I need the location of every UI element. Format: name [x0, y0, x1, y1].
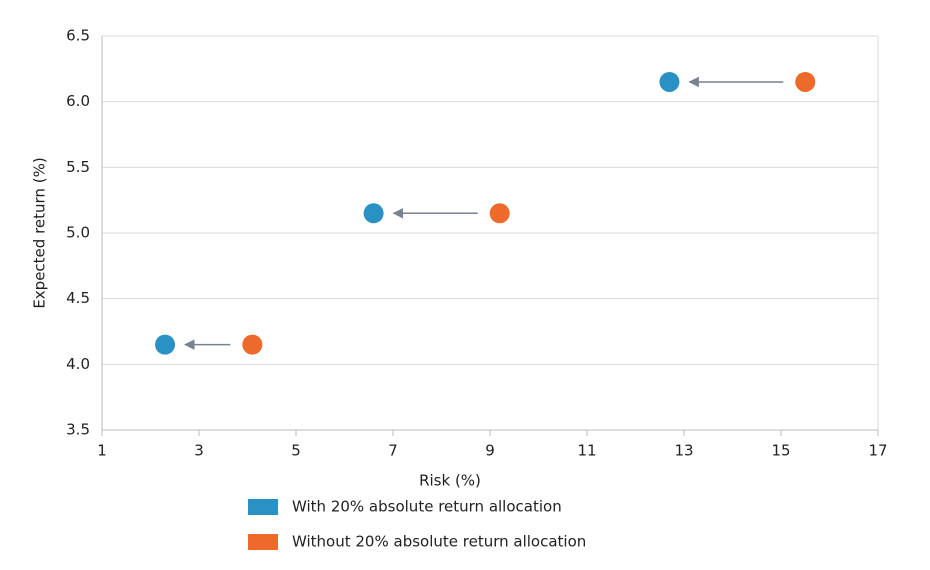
- x-tick-label: 7: [388, 442, 398, 460]
- point: [242, 334, 263, 355]
- y-tick-label: 5.0: [66, 224, 90, 242]
- y-tick-label: 3.5: [66, 421, 90, 439]
- x-tick-label: 15: [771, 442, 790, 460]
- x-tick-label: 17: [868, 442, 887, 460]
- x-tick-label: 5: [291, 442, 301, 460]
- point: [363, 203, 384, 224]
- y-tick-label: 6.0: [66, 92, 90, 110]
- y-axis-label: Expected return (%): [31, 157, 49, 308]
- legend-label: With 20% absolute return allocation: [292, 498, 562, 516]
- y-tick-label: 4.0: [66, 355, 90, 373]
- x-axis-label: Risk (%): [419, 472, 481, 490]
- x-tick-label: 1: [97, 442, 107, 460]
- legend-swatch: [248, 499, 278, 515]
- x-tick-label: 13: [674, 442, 693, 460]
- x-tick-label: 3: [194, 442, 204, 460]
- point: [795, 71, 816, 92]
- y-tick-label: 6.5: [66, 27, 90, 45]
- y-tick-label: 4.5: [66, 289, 90, 307]
- point: [155, 334, 176, 355]
- y-tick-label: 5.5: [66, 158, 90, 176]
- legend-label: Without 20% absolute return allocation: [292, 533, 586, 551]
- point: [659, 71, 680, 92]
- point: [489, 203, 510, 224]
- x-tick-label: 11: [577, 442, 596, 460]
- x-tick-label: 9: [485, 442, 495, 460]
- legend-swatch: [248, 534, 278, 550]
